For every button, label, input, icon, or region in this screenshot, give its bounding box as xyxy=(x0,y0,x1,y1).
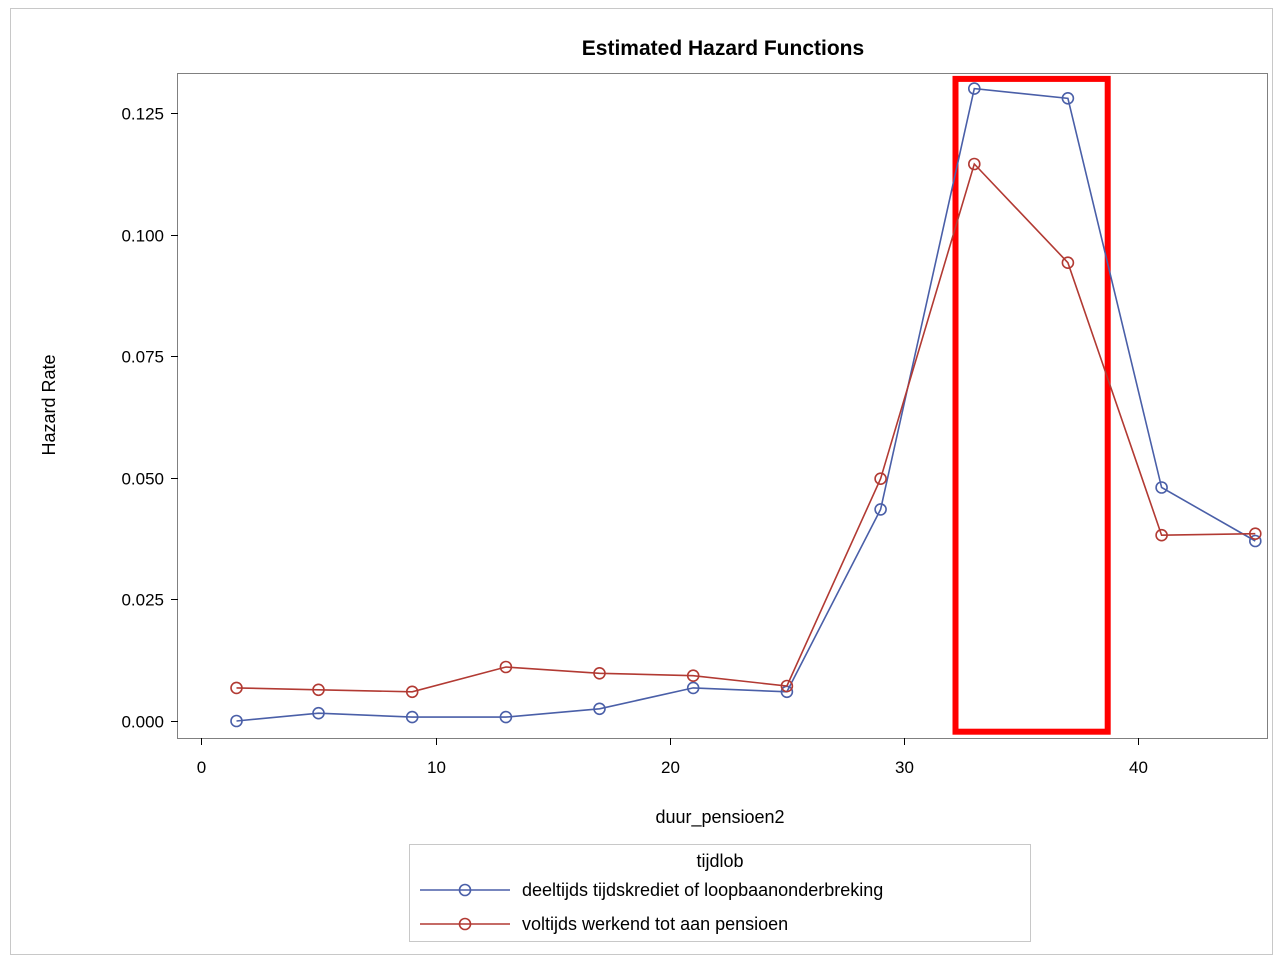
data-point xyxy=(686,669,700,683)
data-point xyxy=(312,683,325,697)
axes-layer: 0 10 20 30 40 0.000 0.025 0.050 0.075 0.100 0.125 xyxy=(121,105,1148,778)
data-point xyxy=(967,157,981,171)
series-2 xyxy=(230,157,1262,699)
y-tick-label: 0.025 xyxy=(121,591,164,610)
x-tick-label: 40 xyxy=(1129,758,1148,777)
chart-title: Estimated Hazard Functions xyxy=(582,37,864,60)
data-point xyxy=(312,706,325,720)
x-axis-label: duur_pensioen2 xyxy=(655,807,784,828)
data-point xyxy=(1249,527,1262,541)
legend-frame xyxy=(409,844,1031,942)
data-point xyxy=(967,82,981,95)
annotation-layer xyxy=(952,75,1111,735)
data-point xyxy=(230,714,243,728)
data-point xyxy=(593,702,606,716)
legend-marker xyxy=(458,883,472,897)
data-point xyxy=(1061,92,1075,105)
data-point xyxy=(1061,256,1075,270)
x-tick-label: 30 xyxy=(895,758,914,777)
data-point xyxy=(499,660,513,674)
data-point xyxy=(1155,481,1168,494)
plot-area-frame xyxy=(177,73,1268,739)
legend-label: voltijds werkend tot aan pensioen xyxy=(522,914,788,934)
x-tick-label: 20 xyxy=(661,758,680,777)
data-point xyxy=(780,679,794,693)
series-layer xyxy=(230,82,1262,728)
data-point xyxy=(1249,534,1262,548)
data-point xyxy=(874,503,887,516)
data-point xyxy=(499,710,513,724)
y-tick-label: 0.100 xyxy=(121,227,164,246)
x-tick-label: 0 xyxy=(197,758,206,777)
highlight-box xyxy=(952,75,1111,735)
data-point xyxy=(1155,528,1168,542)
outer-frame xyxy=(10,8,1273,955)
data-point xyxy=(686,681,700,695)
series-line xyxy=(236,87,1256,722)
legend-item: voltijds werkend tot aan pensioen xyxy=(420,914,788,934)
legend-title: tijdlob xyxy=(696,851,743,871)
legend: tijdlob deeltijds tijdskrediet of loopba… xyxy=(409,844,1031,942)
y-axis-label: Hazard Rate xyxy=(39,354,59,455)
data-point xyxy=(405,710,419,724)
legend-label: deeltijds tijdskrediet of loopbaanonderb… xyxy=(522,880,883,900)
legend-items: deeltijds tijdskrediet of loopbaanonderb… xyxy=(420,880,883,934)
x-tick-label: 10 xyxy=(427,758,446,777)
series-line xyxy=(236,162,1256,693)
legend-item: deeltijds tijdskrediet of loopbaanonderb… xyxy=(420,880,883,900)
legend-marker xyxy=(458,917,472,931)
data-point xyxy=(593,666,606,680)
data-point xyxy=(874,472,887,486)
y-tick-label: 0.000 xyxy=(121,713,164,732)
data-point xyxy=(405,685,419,699)
y-tick-label: 0.075 xyxy=(121,348,164,367)
series-1 xyxy=(230,82,1262,728)
y-tick-label: 0.125 xyxy=(121,105,164,124)
data-point xyxy=(230,681,243,695)
y-tick-label: 0.050 xyxy=(121,470,164,489)
